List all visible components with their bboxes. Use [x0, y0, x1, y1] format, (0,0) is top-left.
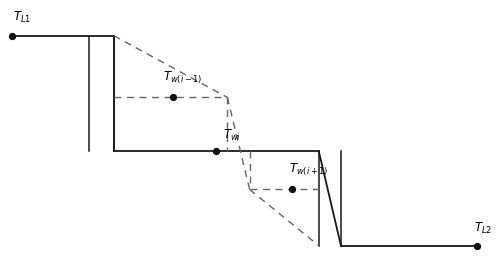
Point: [212, 149, 220, 153]
Text: $T_{L2}$: $T_{L2}$: [474, 221, 492, 236]
Text: $T_{wi}$: $T_{wi}$: [224, 128, 242, 143]
Point: [288, 187, 296, 192]
Text: $T_{w(i+1)}$: $T_{w(i+1)}$: [289, 162, 329, 178]
Point: [169, 95, 177, 100]
Text: $T_{w(i-1)}$: $T_{w(i-1)}$: [163, 70, 202, 87]
Point: [472, 243, 480, 248]
Text: $T_{L1}$: $T_{L1}$: [13, 10, 32, 25]
Point: [8, 34, 16, 38]
